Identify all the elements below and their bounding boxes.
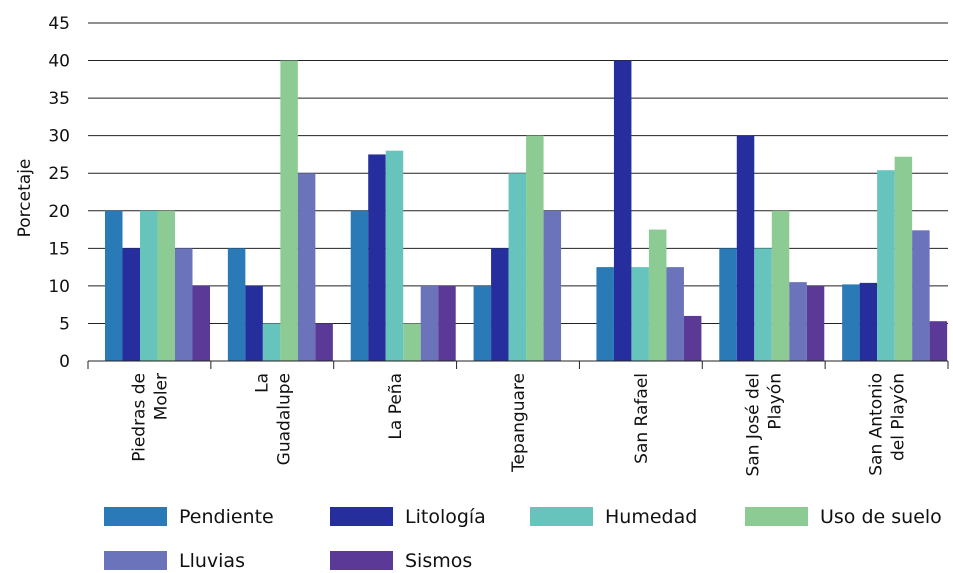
legend-item: Litología (330, 506, 486, 528)
bar (403, 323, 421, 361)
bar (544, 211, 562, 361)
bar (351, 211, 369, 361)
y-tick-label: 10 (48, 277, 70, 297)
bar (421, 286, 439, 361)
legend-swatch (330, 507, 393, 526)
legend-label: Litología (405, 506, 486, 528)
bar (280, 61, 298, 361)
bar (631, 267, 649, 361)
bar (684, 316, 702, 361)
bar (614, 61, 632, 361)
legend-item: Lluvias (104, 550, 245, 572)
bar (491, 248, 509, 361)
y-tick-label: 45 (48, 14, 70, 34)
bar (158, 211, 176, 361)
bar (175, 248, 193, 361)
legend-label: Humedad (605, 506, 697, 528)
category-label-line: del Playón (889, 373, 909, 461)
y-tick-label: 15 (48, 239, 70, 259)
category-label-line: Playón (766, 373, 786, 430)
y-tick-label: 5 (59, 314, 70, 334)
legend-label: Lluvias (179, 550, 245, 572)
bar (912, 230, 930, 361)
bar (526, 136, 544, 361)
category-label: La Guadalupe (252, 373, 294, 465)
bar (807, 286, 825, 361)
legend-label: Pendiente (179, 506, 274, 528)
category-label-line: San Antonio (867, 373, 887, 476)
y-tick-label: 20 (48, 202, 70, 222)
bar (737, 136, 755, 361)
category-label-line: Guadalupe (274, 373, 294, 465)
bar (719, 248, 737, 361)
bar (877, 170, 895, 361)
bar (105, 211, 123, 361)
y-tick-label: 30 (48, 127, 70, 147)
legend-item: Sismos (330, 550, 472, 572)
bar (789, 282, 807, 361)
category-label-line: San Rafael (632, 373, 652, 464)
y-axis-title: Porcetaje (15, 159, 35, 238)
x-axis (88, 361, 948, 369)
bar (298, 173, 316, 361)
legend-swatch (745, 507, 808, 526)
bar (842, 284, 860, 361)
bar (315, 323, 333, 361)
bar (930, 321, 948, 361)
legend-label: Uso de suelo (820, 506, 942, 528)
bar (368, 154, 386, 361)
category-label-line: La (252, 373, 272, 393)
bar (193, 286, 211, 361)
bar (140, 211, 158, 361)
legend-item: Pendiente (104, 506, 274, 528)
legend-item: Humedad (530, 506, 697, 528)
category-label: San Rafael (632, 373, 652, 464)
legend-swatch (330, 551, 393, 570)
y-tick-label: 40 (48, 52, 70, 72)
category-label-line: La Peña (386, 373, 406, 440)
category-label-line: San José del (744, 373, 764, 477)
bar (649, 230, 667, 361)
bar (754, 248, 772, 361)
bar (772, 211, 790, 361)
bar (596, 267, 614, 361)
bar (228, 248, 246, 361)
category-label: Piedras de Moler (129, 373, 171, 462)
bar (123, 248, 141, 361)
bar (263, 323, 281, 361)
y-tick-label: 0 (59, 352, 70, 372)
bar (474, 286, 492, 361)
bar (438, 286, 456, 361)
category-label: San Antonio del Playón (867, 373, 909, 476)
bar (386, 151, 404, 361)
legend: Pendiente Litología Humedad Uso de suelo Llu… (104, 506, 942, 572)
category-label-line: Moler (151, 373, 171, 420)
y-tick-label: 35 (48, 89, 70, 109)
legend-label: Sismos (405, 550, 472, 572)
bar (666, 267, 684, 361)
category-labels: Piedras de Moler La Guadalupe La Peña Tepangu… (129, 373, 908, 477)
category-label-line: Piedras de (129, 373, 149, 462)
bar (860, 283, 878, 361)
legend-swatch (104, 551, 167, 570)
y-axis-ticks: 0 5 10 15 20 25 30 35 40 45 (48, 14, 70, 372)
legend-item: Uso de suelo (745, 506, 942, 528)
legend-swatch (530, 507, 593, 526)
category-label: La Peña (386, 373, 406, 440)
category-label: San José del Playón (744, 373, 786, 477)
bar (895, 157, 913, 361)
bar (245, 286, 263, 361)
category-label-line: Tepanguare (509, 373, 529, 473)
category-label: Tepanguare (509, 373, 529, 473)
y-tick-label: 25 (48, 164, 70, 184)
bar (509, 173, 526, 361)
legend-swatch (104, 507, 167, 526)
